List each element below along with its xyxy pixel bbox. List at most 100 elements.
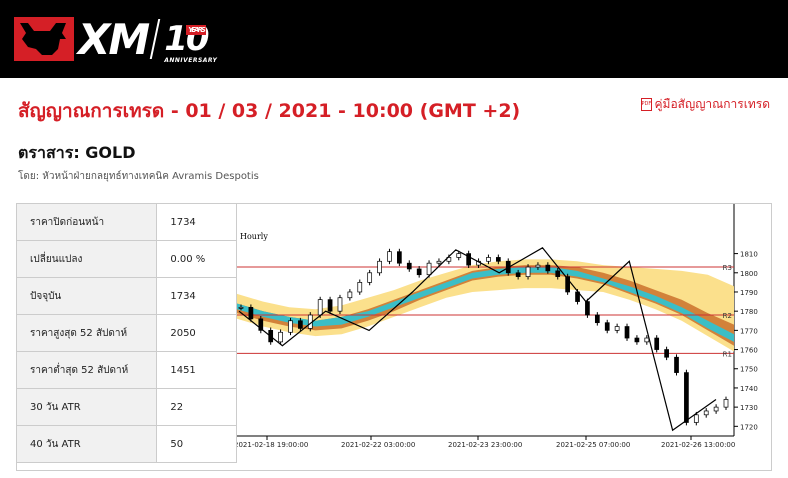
- x-tick-label: 2021-02-22 03:00:00: [341, 441, 415, 449]
- y-tick-label: 1760: [740, 347, 758, 355]
- candle-body: [634, 337, 640, 343]
- candle-body: [693, 414, 699, 423]
- candle-body: [327, 299, 333, 312]
- candle-body: [387, 251, 392, 262]
- x-tick-label: 2021-02-26 13:00:00: [661, 441, 735, 449]
- candle-body: [664, 349, 669, 358]
- x-tick-label: 2021-02-25 07:00:00: [556, 441, 630, 449]
- candle-body: [545, 264, 551, 272]
- y-tick-label: 1740: [740, 385, 758, 393]
- middle-band: [237, 265, 734, 346]
- candle-body: [535, 264, 541, 268]
- brand-text: XM: [78, 14, 150, 64]
- chart-title: Hourly: [240, 232, 268, 241]
- page-title: สัญญาณการเทรด - 01 / 03 / 2021 - 10:00 (…: [18, 100, 521, 122]
- candle-body: [525, 266, 531, 277]
- candle-body: [288, 320, 293, 333]
- candle-body: [317, 299, 323, 316]
- stat-label: 30 วัน ATR: [15, 388, 158, 426]
- stats-row: เปลี่ยนแปลง 0.00 %: [15, 240, 237, 278]
- hourly-price-chart: R3 R2 R1 1720 1730 1740 1750 1760 1770 1780 1790 18…: [237, 204, 758, 469]
- author-byline: โดย: หัวหน้าฝ่ายกลยุทธ์ทางเทคนิค Avramis…: [18, 171, 259, 182]
- level-label-r1: R1: [723, 350, 732, 358]
- x-tick-label: 2021-02-23 23:00:00: [448, 441, 522, 449]
- top-header-bar: XM 10 YEARS ANNIVERSARY: [0, 0, 788, 78]
- stat-label: เปลี่ยนแปลง: [15, 240, 158, 278]
- instrument-heading: ตราสาร: GOLD: [18, 143, 136, 162]
- candle-body: [555, 270, 561, 277]
- stat-value: 2050: [156, 314, 237, 352]
- anniversary-label: ANNIVERSARY: [164, 57, 218, 64]
- candle-body: [594, 314, 600, 324]
- plot-background: [237, 204, 734, 469]
- candle-body: [713, 406, 719, 412]
- y-tick-label: 1790: [740, 289, 758, 297]
- candle-body: [466, 253, 472, 266]
- candle-body: [298, 320, 303, 329]
- y-tick-label: 1770: [740, 327, 758, 335]
- candle-body: [278, 331, 283, 343]
- candle-body: [337, 297, 343, 312]
- stat-label: 40 วัน ATR: [15, 425, 158, 463]
- stats-row: 40 วัน ATR 50: [15, 425, 237, 463]
- candle-body: [624, 326, 630, 339]
- xm-logo[interactable]: XM 10 YEARS ANNIVERSARY: [14, 14, 217, 64]
- pdf-icon: PDF: [640, 98, 652, 111]
- stat-value: 50: [156, 425, 237, 463]
- signals-guide-link[interactable]: PDF คู่มือสัญญาณการเทรด: [640, 95, 771, 114]
- candle-body: [684, 372, 689, 423]
- stats-table: ราคาปิดก่อนหน้า 1734 เปลี่ยนแปลง 0.00 % ปัจจ…: [15, 203, 237, 463]
- stats-row: ราคาต่ำสุด 52 สัปดาห์ 1451: [15, 351, 237, 389]
- candle-body: [565, 276, 570, 293]
- candle-body: [406, 262, 412, 270]
- y-tick-label: 1780: [740, 308, 758, 316]
- candle-body: [654, 337, 660, 350]
- candle-body: [456, 253, 462, 258]
- candle-body: [604, 322, 610, 331]
- y-tick-label: 1720: [740, 423, 758, 431]
- candle-body: [377, 260, 382, 274]
- candle-body: [258, 318, 264, 331]
- y-tick-label: 1810: [740, 251, 758, 259]
- stats-row: ราคาสูงสุด 52 สัปดาห์ 2050: [15, 314, 237, 352]
- stats-row: ปัจจุบัน 1734: [15, 277, 237, 315]
- y-tick-label: 1750: [740, 366, 758, 374]
- candle-body: [416, 268, 422, 276]
- stat-label: ราคาต่ำสุด 52 สัปดาห์: [15, 351, 158, 389]
- stat-label: ปัจจุบัน: [15, 277, 158, 315]
- stat-value: 1451: [156, 351, 237, 389]
- candle-body: [426, 262, 432, 276]
- candle-body: [723, 399, 729, 408]
- zigzag-line: [238, 247, 717, 432]
- y-tick-label: 1800: [740, 270, 758, 278]
- candle-body: [614, 326, 620, 331]
- stats-row: 30 วัน ATR 22: [15, 388, 237, 426]
- candle-body: [238, 306, 244, 309]
- candle-body: [495, 257, 501, 262]
- x-tick-label: 2021-02-18 19:00:00: [237, 441, 308, 449]
- y-tick-label: 1730: [740, 404, 758, 412]
- signals-guide-label: คู่มือสัญญาณการเทรด: [654, 97, 771, 111]
- candle-body: [585, 301, 590, 316]
- stat-label: ราคาสูงสุด 52 สัปดาห์: [15, 314, 158, 352]
- candle-body: [248, 306, 254, 320]
- level-label-r2: R2: [723, 312, 732, 320]
- stat-value: 1734: [156, 203, 237, 241]
- bull-logo-icon: [14, 17, 74, 61]
- logo-separator: [149, 19, 161, 59]
- candle-body: [397, 251, 402, 264]
- candle-body: [486, 257, 491, 262]
- stats-row: ราคาปิดก่อนหน้า 1734: [15, 203, 237, 241]
- stat-label: ราคาปิดก่อนหน้า: [15, 203, 158, 241]
- stat-value: 0.00 %: [156, 240, 237, 278]
- anniversary-years: YEARS: [186, 25, 206, 35]
- stat-value: 1734: [156, 277, 237, 315]
- candle-body: [446, 257, 452, 262]
- candle-body: [347, 291, 353, 299]
- anniversary-badge: 10 YEARS ANNIVERSARY: [164, 19, 217, 64]
- candle-body: [367, 272, 373, 283]
- candle-body: [644, 337, 650, 343]
- stat-value: 22: [156, 388, 237, 426]
- candle-body: [703, 410, 709, 416]
- candle-body: [436, 260, 442, 264]
